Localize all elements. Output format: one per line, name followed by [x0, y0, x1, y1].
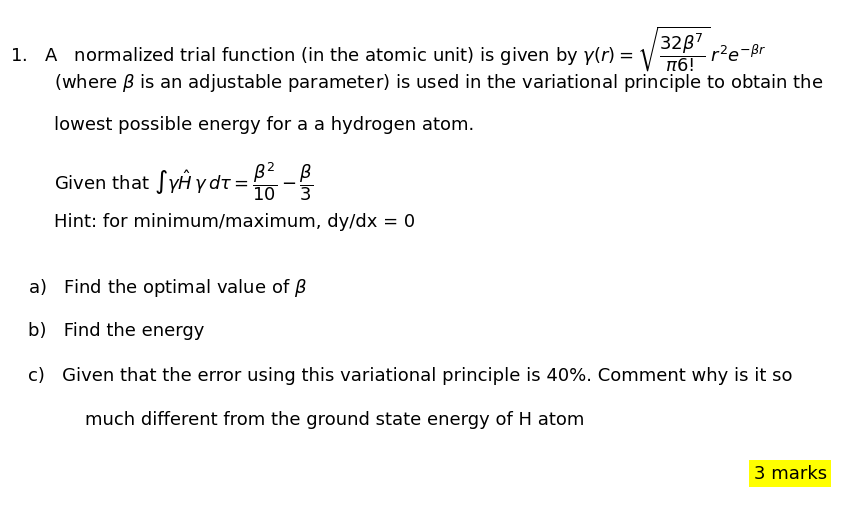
- Text: c)   Given that the error using this variational principle is 40%. Comment why i: c) Given that the error using this varia…: [28, 367, 792, 385]
- Text: lowest possible energy for a a hydrogen atom.: lowest possible energy for a a hydrogen …: [54, 116, 474, 134]
- Text: a)   Find the optimal value of $\beta$: a) Find the optimal value of $\beta$: [28, 277, 307, 299]
- Text: Given that $\int \gamma\hat{H}\, \gamma \, d\tau = \dfrac{\beta^2}{10} - \dfrac{: Given that $\int \gamma\hat{H}\, \gamma …: [54, 160, 314, 203]
- Text: much different from the ground state energy of H atom: much different from the ground state ene…: [85, 411, 584, 429]
- Text: (where $\beta$ is an adjustable parameter) is used in the variational principle : (where $\beta$ is an adjustable paramete…: [54, 72, 824, 94]
- Text: 1.   A   normalized trial function (in the atomic unit) is given by $\gamma(r) =: 1. A normalized trial function (in the a…: [10, 24, 766, 74]
- Text: Hint: for minimum/maximum, dy/dx = 0: Hint: for minimum/maximum, dy/dx = 0: [54, 213, 416, 231]
- Text: b)   Find the energy: b) Find the energy: [28, 322, 204, 340]
- Text: 3 marks: 3 marks: [753, 465, 827, 483]
